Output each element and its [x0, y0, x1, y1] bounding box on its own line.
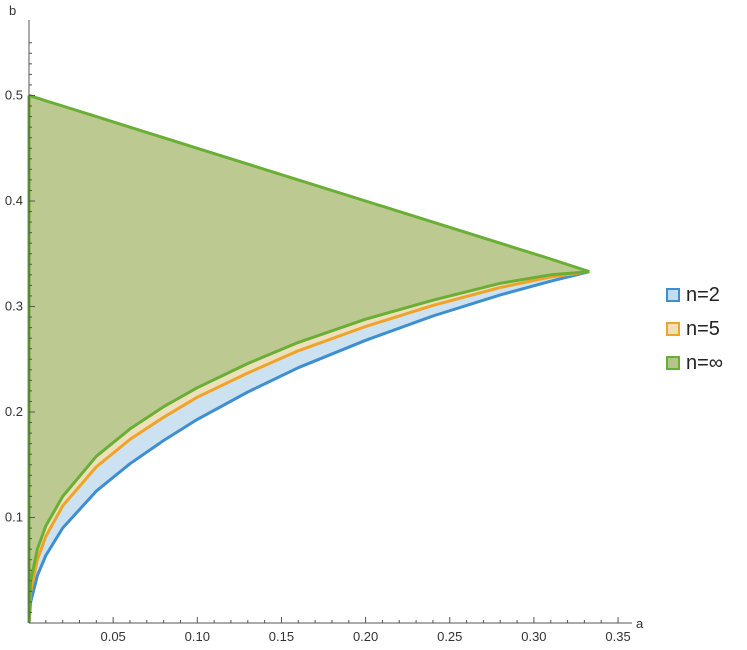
x-tick-label: 0.05	[100, 629, 125, 644]
legend-swatch-ninf	[666, 356, 680, 370]
y-tick-label: 0.4	[5, 193, 23, 208]
y-tick-label: 0.5	[5, 88, 23, 103]
legend-label-n2: n=2	[686, 283, 720, 306]
lower-boundary-series-2	[27, 270, 590, 624]
legend-item-ninf: n=∞	[666, 346, 723, 380]
legend-swatch-n5	[666, 322, 680, 336]
legend-item-n5: n=5	[666, 312, 723, 346]
x-tick-label: 0.20	[353, 629, 378, 644]
lower-boundary-series-0	[27, 270, 590, 624]
x-tick-label: 0.25	[437, 629, 462, 644]
legend-label-ninf: n=∞	[686, 351, 724, 374]
legend-swatch-n2	[666, 288, 680, 302]
x-tick-label: 0.10	[185, 629, 210, 644]
legend-label-n5: n=5	[686, 317, 720, 340]
legend-item-n2: n=2	[666, 278, 723, 312]
y-axis-label: b	[9, 3, 16, 18]
x-tick-label: 0.30	[521, 629, 546, 644]
lower-boundary-series-1	[27, 270, 590, 624]
y-tick-label: 0.1	[5, 510, 23, 525]
x-tick-label: 0.35	[605, 629, 630, 644]
y-tick-label: 0.2	[5, 404, 23, 419]
legend: n=2 n=5 n=∞	[666, 278, 723, 380]
x-axis-label: a	[636, 616, 644, 631]
y-tick-label: 0.3	[5, 299, 23, 314]
x-tick-label: 0.15	[269, 629, 294, 644]
upper-boundary-line	[28, 94, 590, 274]
